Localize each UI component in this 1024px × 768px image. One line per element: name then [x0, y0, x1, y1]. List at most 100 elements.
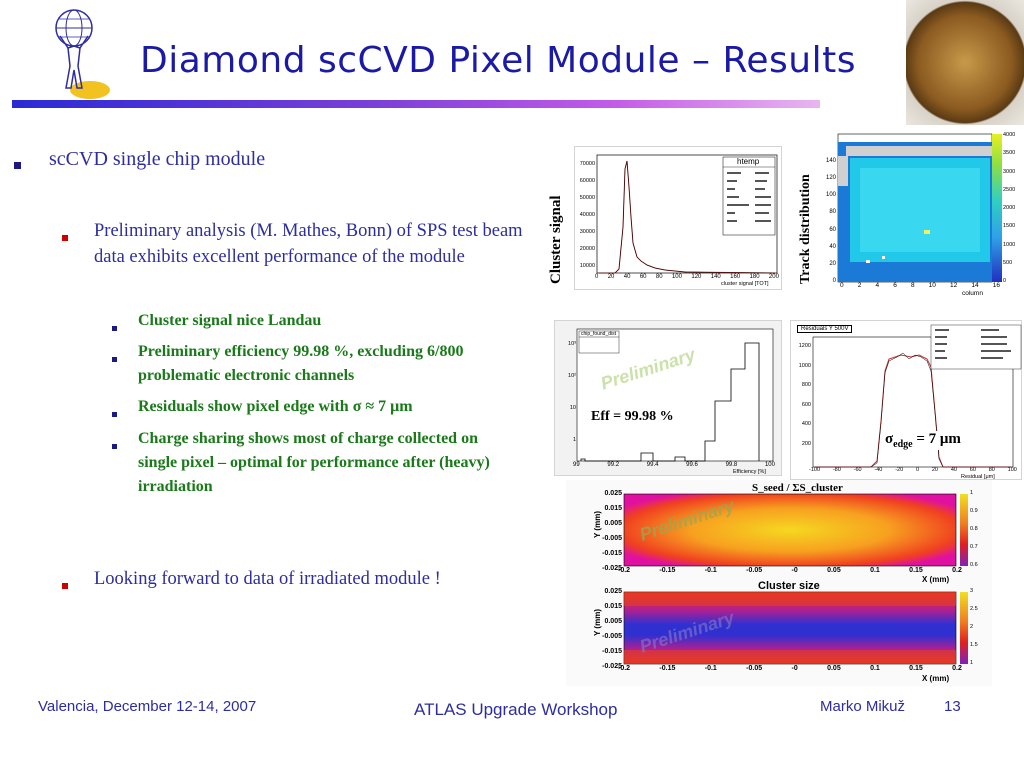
bullet-marker — [112, 444, 117, 449]
x-tick: 16 — [992, 282, 1000, 289]
bullet-level3: Charge sharing shows most of charge coll… — [112, 430, 490, 495]
slide-title: Diamond scCVD Pixel Module – Results — [140, 40, 856, 81]
sigma-subscript: edge — [893, 439, 913, 450]
scale-tick: 1 — [970, 660, 974, 666]
bullet-level2: Looking forward to data of irradiated mo… — [62, 569, 441, 594]
x-tick: 40 — [623, 274, 631, 280]
efficiency-value-label: Eff = 99.98 % — [589, 409, 676, 425]
sigma-value: = 7 μm — [912, 431, 961, 447]
y-tick: 800 — [801, 382, 811, 389]
x-tick: -0.2 — [618, 665, 631, 672]
x-axis-title: X (mm) — [922, 575, 950, 584]
x-tick: -0 — [791, 567, 798, 574]
scale-tick: 0.7 — [970, 544, 978, 550]
y-tick: 400 — [801, 421, 811, 428]
y-tick: -0.025 — [602, 565, 622, 572]
color-scale-labels: 4000 3500 3000 2500 2000 1500 1000 500 0 — [1003, 132, 1015, 284]
x-tick: -0.15 — [659, 665, 676, 672]
histogram-title: htemp — [737, 157, 760, 166]
scale-tick: 500 — [1003, 259, 1013, 266]
x-tick: -0.1 — [704, 665, 717, 672]
x-tick-labels: -100 -80 -60 -40 -20 0 20 40 60 80 100 — [809, 467, 1017, 473]
bullet-level3: Residuals show pixel edge with σ ≈ 7 μm — [112, 398, 413, 422]
y-tick: 50000 — [579, 195, 595, 201]
scale-tick: 1 — [970, 490, 974, 496]
x-tick: 40 — [950, 467, 957, 473]
y-tick: 1 — [572, 437, 576, 443]
y-tick: 1000 — [798, 362, 811, 369]
x-tick-labels: 0 2 4 6 8 10 12 14 16 — [840, 282, 1000, 289]
x-tick: 0.2 — [952, 567, 962, 574]
y-tick: 10000 — [579, 263, 595, 269]
y-tick: 1200 — [798, 343, 811, 349]
efficiency-histogram: chip_found_dist 10³ 10² 10 1 99 99.2 99.… — [554, 320, 782, 476]
x-tick: 0.1 — [870, 567, 880, 574]
x-tick: -0.1 — [704, 567, 717, 574]
x-tick: 120 — [691, 274, 702, 280]
y-tick: 10² — [568, 373, 576, 379]
bullet-text: Charge sharing shows most of charge coll… — [138, 430, 490, 495]
y-tick: 30000 — [579, 229, 595, 235]
sigma-symbol: σ — [885, 431, 894, 447]
y-tick: 0.015 — [604, 603, 622, 610]
y-tick: 0.015 — [604, 505, 622, 512]
y-tick: 10³ — [568, 341, 576, 347]
footer-venue: Valencia, December 12-14, 2007 — [38, 698, 257, 715]
x-tick: -100 — [809, 467, 821, 473]
scale-tick: 1000 — [1003, 241, 1016, 248]
bullet-level3: Cluster signal nice Landau — [112, 312, 321, 336]
title-underline — [12, 100, 820, 108]
scale-tick: 1.5 — [970, 642, 978, 648]
y-tick: 60000 — [579, 178, 595, 184]
map-title: S_seed / ΣS_cluster — [752, 482, 843, 494]
y-tick: 600 — [801, 401, 811, 408]
x-tick-labels: -0.2 -0.15 -0.1 -0.05 -0 0.05 0.1 0.15 0… — [618, 567, 962, 574]
bullet-level1: scCVD single chip module — [14, 148, 265, 174]
x-tick: -40 — [874, 467, 883, 473]
y-tick: 20000 — [579, 246, 595, 252]
histogram-title: Residuals Y 500V — [797, 325, 853, 333]
x-tick: 0.1 — [870, 665, 880, 672]
x-tick: -60 — [853, 467, 862, 473]
y-tick: -0.015 — [602, 648, 622, 655]
y-tick: 60 — [829, 226, 836, 233]
y-tick: 0.005 — [604, 520, 622, 527]
x-tick: 80 — [988, 467, 995, 473]
x-tick: -0.15 — [659, 567, 676, 574]
scale-tick: 3500 — [1003, 150, 1016, 157]
bullet-marker — [62, 235, 68, 241]
scale-tick: 0.6 — [970, 562, 978, 568]
page-number: 13 — [944, 698, 961, 715]
y-tick-labels: 1200 1000 800 600 400 200 — [793, 343, 811, 447]
x-tick: 10 — [928, 282, 936, 289]
y-tick: 0.025 — [604, 588, 622, 595]
y-tick: -0.015 — [602, 550, 622, 557]
x-tick: 0 — [915, 467, 920, 473]
scale-tick: 0.9 — [970, 508, 978, 514]
module-photo — [906, 0, 1024, 125]
x-tick: 100 — [1007, 467, 1017, 473]
bullet-level3: Preliminary efficiency 99.98 %, excludin… — [112, 343, 463, 384]
x-tick: 99.8 — [725, 462, 738, 468]
x-tick: 100 — [671, 274, 682, 280]
y-tick: 100 — [825, 192, 836, 199]
x-tick: 0.15 — [909, 665, 923, 672]
y-tick: 200 — [801, 440, 811, 447]
x-axis-title: Efficiency [%] — [733, 469, 766, 475]
x-tick: 200 — [768, 274, 779, 280]
atlas-logo — [44, 6, 110, 100]
x-tick: 60 — [969, 467, 976, 473]
bullet-text: Preliminary analysis (M. Mathes, Bonn) o… — [94, 221, 523, 267]
bullet-text: Looking forward to data of irradiated mo… — [94, 569, 441, 589]
x-tick: 6 — [893, 282, 897, 289]
bullet-level2: Preliminary analysis (M. Mathes, Bonn) o… — [62, 221, 523, 267]
y-tick-labels: 10³ 10² 10 1 — [557, 341, 576, 443]
scale-tick: 3000 — [1003, 168, 1016, 175]
x-tick: 140 — [710, 274, 721, 280]
scale-tick: 2 — [970, 624, 974, 630]
scale-tick: 4000 — [1003, 132, 1016, 138]
x-tick: -0.05 — [746, 665, 763, 672]
bullet-marker — [14, 162, 21, 169]
cluster-signal-histogram: htemp 0 20 40 60 80 100 120 140 160 180 … — [574, 146, 782, 290]
bullet-marker — [112, 326, 117, 331]
